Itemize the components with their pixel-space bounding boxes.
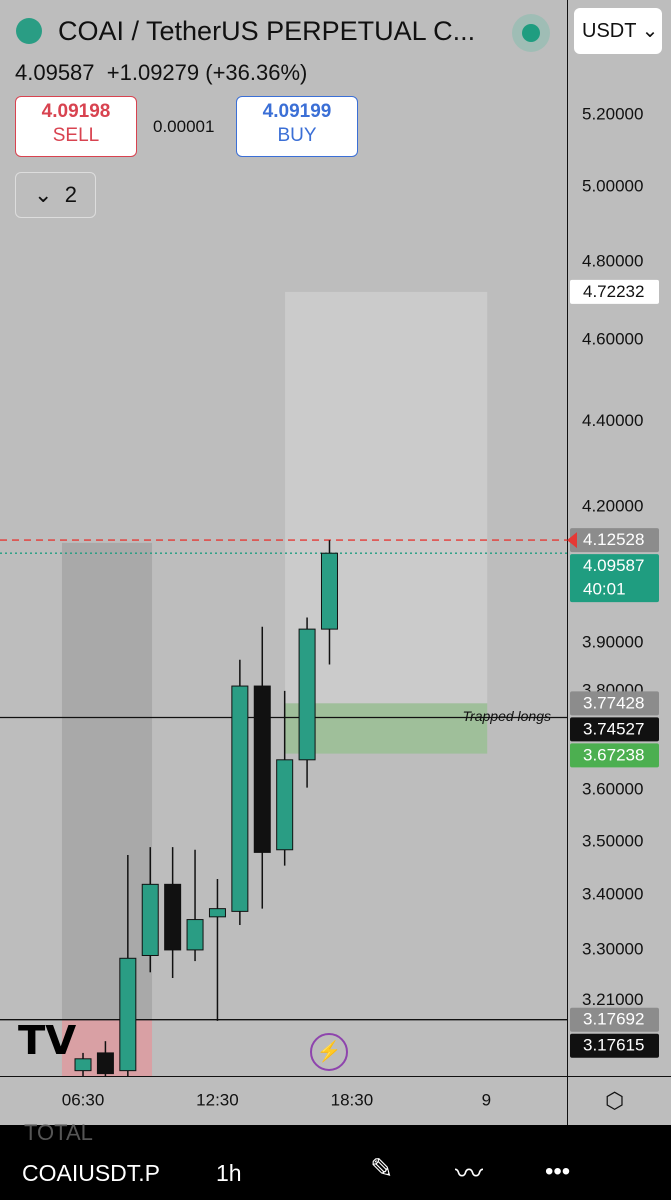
price-badge-label: 3.17615 — [583, 1036, 644, 1055]
currency-select[interactable]: USDT ⌄ — [574, 8, 662, 54]
y-tick-label: 4.20000 — [582, 497, 643, 516]
logo: 𝗧𝗩 — [18, 1019, 77, 1063]
price-badge-label: 3.17692 — [583, 1010, 644, 1029]
price-badge-label: 4.72232 — [583, 282, 644, 301]
y-tick-label: 4.60000 — [582, 330, 643, 349]
price-arrow — [567, 532, 577, 549]
buy-price: 4.09199 — [262, 101, 332, 122]
price-badge-timer: 40:01 — [583, 580, 626, 599]
candle-body — [96, 1052, 114, 1075]
price-badge — [570, 554, 659, 603]
candle-body — [74, 1058, 92, 1072]
y-tick-label: 5.00000 — [582, 176, 643, 195]
y-tick-label: 3.21000 — [582, 990, 643, 1009]
y-tick-label: 3.60000 — [582, 780, 643, 799]
x-tick-label: 18:30 — [331, 1090, 374, 1109]
spread: 0.00001 — [153, 117, 215, 136]
coin-icon — [16, 18, 42, 44]
price-badge-label: 4.09587 — [583, 556, 644, 575]
more-icon[interactable]: ••• — [545, 1158, 571, 1185]
candle-body — [253, 685, 271, 853]
indicator-count: 2 — [64, 182, 77, 207]
x-tick-label: 9 — [482, 1090, 491, 1109]
y-tick-label: 3.40000 — [582, 885, 643, 904]
price-badge — [570, 279, 659, 304]
price-badge — [570, 717, 659, 742]
price-badge — [570, 1007, 659, 1032]
candle-body — [119, 957, 137, 1072]
settings-icon[interactable]: ⬡ — [605, 1088, 625, 1113]
zone — [61, 542, 153, 1076]
y-tick-label: 3.90000 — [582, 633, 643, 652]
status-dot — [512, 14, 550, 52]
x-tick-label: 12:30 — [196, 1090, 239, 1109]
y-tick-label: 4.40000 — [582, 411, 643, 430]
candle-body — [231, 685, 249, 912]
price-line: 4.09587 +1.09279 (+36.36%) — [15, 60, 307, 86]
overlay-text: TOTAL — [24, 1120, 93, 1145]
currency: USDT — [582, 20, 637, 42]
buy-label: BUY — [277, 125, 317, 146]
y-tick-label: 3.50000 — [582, 831, 643, 850]
line-label: Trapped longs — [463, 708, 551, 724]
sell-label: SELL — [52, 125, 100, 146]
symbol-title[interactable]: COAI / TetherUS PERPETUAL C... — [58, 16, 476, 46]
price-badge — [570, 528, 659, 553]
y-tick-label: 5.20000 — [582, 104, 643, 123]
price-badge-label: 3.77428 — [583, 693, 644, 712]
zone — [285, 291, 488, 704]
price-badge — [570, 691, 659, 716]
price-badge-label: 3.67238 — [583, 745, 644, 764]
lightning-icon[interactable]: ⚡ — [310, 1033, 348, 1071]
buy-button[interactable]: 4.09199 BUY — [236, 96, 358, 157]
y-tick-label: 3.30000 — [582, 939, 643, 958]
candle-body — [141, 883, 159, 956]
sell-button[interactable]: 4.09198 SELL — [15, 96, 137, 157]
candle-body — [320, 552, 338, 630]
change: +1.09279 (+36.36%) — [106, 60, 308, 85]
indicator-toggle[interactable]: ⌄ 2 — [15, 172, 96, 218]
interval[interactable]: 1h — [216, 1160, 242, 1186]
indicators-icon[interactable]: 〰 — [455, 1158, 484, 1189]
last-price: 4.09587 — [15, 60, 95, 85]
x-tick-label: 06:30 — [62, 1090, 105, 1109]
price-badge-label: 4.12528 — [583, 530, 644, 549]
toolbar — [0, 1125, 671, 1200]
draw-icon[interactable]: ✎ — [370, 1153, 394, 1184]
sell-price: 4.09198 — [41, 101, 111, 122]
price-badge-label: 3.74527 — [583, 719, 644, 738]
candle-body — [298, 628, 316, 761]
candle-body — [208, 908, 226, 918]
zone — [285, 703, 488, 754]
candle-body — [276, 759, 294, 851]
candle-body — [186, 919, 204, 951]
y-tick-label: 4.80000 — [582, 251, 643, 270]
symbol[interactable]: COAIUSDT.P — [22, 1160, 161, 1186]
candle-body — [164, 883, 182, 951]
price-badge — [570, 743, 659, 768]
price-badge — [570, 1033, 659, 1058]
